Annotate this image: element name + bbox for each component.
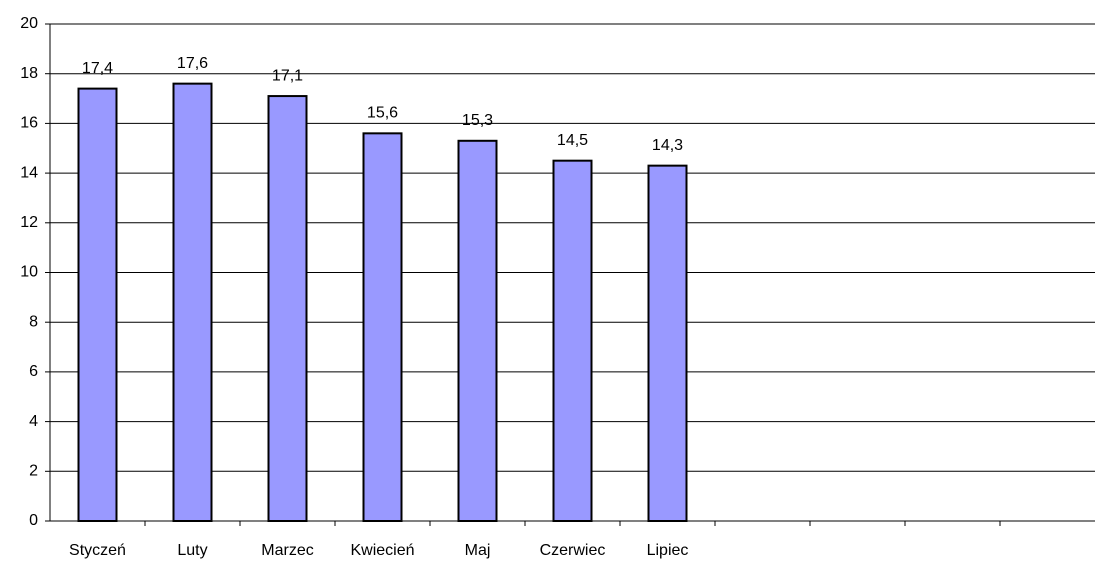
y-tick-label: 8: [29, 313, 38, 330]
y-tick-label: 12: [20, 214, 38, 231]
bar: [362, 132, 403, 522]
bar: [77, 87, 118, 523]
x-tick-label: Lipiec: [647, 542, 689, 559]
x-tick-label: Marzec: [261, 542, 313, 559]
y-tick-label: 6: [29, 363, 38, 380]
y-tick-label: 14: [20, 164, 38, 181]
y-tick-label: 0: [29, 512, 38, 529]
value-label: 15,6: [367, 105, 398, 122]
bar: [267, 95, 308, 522]
value-label: 14,3: [652, 137, 683, 154]
x-tick-label: Luty: [177, 542, 207, 559]
x-tick-label: Styczeń: [69, 542, 126, 559]
x-tick-label: Maj: [465, 542, 491, 559]
bar: [172, 82, 213, 522]
y-tick-label: 10: [20, 264, 38, 281]
y-tick-label: 4: [29, 413, 38, 430]
value-label: 17,6: [177, 55, 208, 72]
bar: [647, 164, 688, 523]
x-tick-label: Czerwiec: [540, 542, 606, 559]
y-tick-label: 2: [29, 463, 38, 480]
y-tick-label: 20: [20, 15, 38, 32]
x-tick-label: Kwiecień: [350, 542, 414, 559]
value-label: 17,1: [272, 67, 303, 84]
value-label: 17,4: [82, 60, 113, 77]
y-tick-label: 18: [20, 65, 38, 82]
value-label: 14,5: [557, 132, 588, 149]
value-label: 15,3: [462, 112, 493, 129]
bar: [552, 159, 593, 523]
y-tick-label: 16: [20, 115, 38, 132]
bar: [457, 139, 498, 522]
